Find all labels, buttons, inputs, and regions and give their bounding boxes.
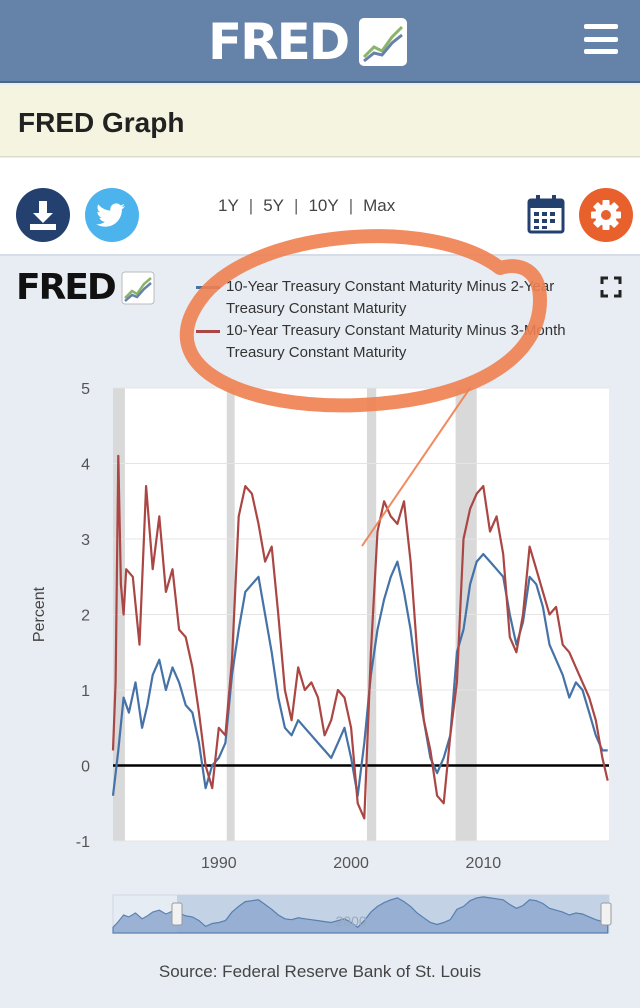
y-tick-label: 1 [81, 683, 90, 700]
range-5y[interactable]: 5Y [263, 196, 285, 215]
x-tick-label: 2000 [333, 855, 369, 872]
page-title: FRED Graph [18, 107, 185, 138]
fred-trend-icon [359, 18, 408, 66]
calendar-icon[interactable] [527, 194, 565, 234]
fullscreen-icon[interactable] [600, 276, 622, 298]
navigator-handle-left[interactable] [171, 902, 183, 926]
y-tick-label: 3 [81, 532, 90, 549]
top-header: FRED [0, 0, 640, 83]
fred-logo[interactable]: FRED [208, 14, 408, 70]
y-tick-label: 5 [81, 381, 90, 398]
fred-logo-text: FRED [208, 13, 350, 71]
settings-button[interactable] [579, 188, 633, 242]
legend-item-series-2[interactable]: 10-Year Treasury Constant Maturity Minus… [196, 320, 588, 364]
y-tick-label: 2 [81, 608, 90, 625]
graph-fred-logo: FRED [16, 270, 155, 306]
range-max[interactable]: Max [363, 196, 396, 215]
navigator-series [112, 896, 609, 934]
range-separator: | [348, 196, 354, 215]
navigator-label: 2000 [336, 913, 367, 929]
legend-item-series-1[interactable]: 10-Year Treasury Constant Maturity Minus… [196, 276, 588, 320]
navigator-handle-right[interactable] [600, 902, 612, 926]
download-icon [30, 201, 56, 230]
download-button[interactable] [16, 188, 70, 242]
y-axis-label: Percent [31, 586, 48, 642]
range-separator: | [248, 196, 254, 215]
legend-swatch [196, 330, 220, 333]
legend-swatch [196, 286, 220, 289]
y-tick-label: -1 [76, 834, 90, 851]
range-1y[interactable]: 1Y [218, 196, 239, 215]
line-chart: -1 0 1 2 3 4 5 1990 2000 2010 Percent 2000 [31, 381, 612, 934]
x-tick-label: 1990 [201, 855, 237, 872]
range-10y[interactable]: 10Y [308, 196, 339, 215]
gear-icon [591, 200, 621, 230]
x-tick-label: 2010 [466, 855, 502, 872]
title-bar: FRED Graph [0, 85, 640, 157]
graph-panel: FRED 10-Year Treasury Constant Maturity … [0, 258, 640, 1008]
date-range-selector: 1Y | 5Y | 10Y | Max [218, 196, 395, 216]
series-line-2 [111, 454, 609, 820]
graph-logo-text: FRED [16, 267, 117, 308]
graph-toolbar: 1Y | 5Y | 10Y | Max [0, 158, 640, 256]
legend-label: 10-Year Treasury Constant Maturity Minus… [226, 322, 566, 361]
hamburger-menu-icon[interactable] [584, 24, 618, 54]
twitter-icon [96, 203, 125, 227]
chart-legend: 10-Year Treasury Constant Maturity Minus… [196, 276, 588, 364]
y-tick-label: 4 [81, 457, 90, 474]
legend-label: 10-Year Treasury Constant Maturity Minus… [226, 278, 555, 317]
source-note: Source: Federal Reserve Bank of St. Loui… [158, 962, 482, 981]
twitter-share-button[interactable] [85, 188, 139, 242]
fred-trend-icon [121, 271, 155, 305]
range-separator: | [294, 196, 299, 215]
y-tick-label: 0 [81, 759, 90, 776]
